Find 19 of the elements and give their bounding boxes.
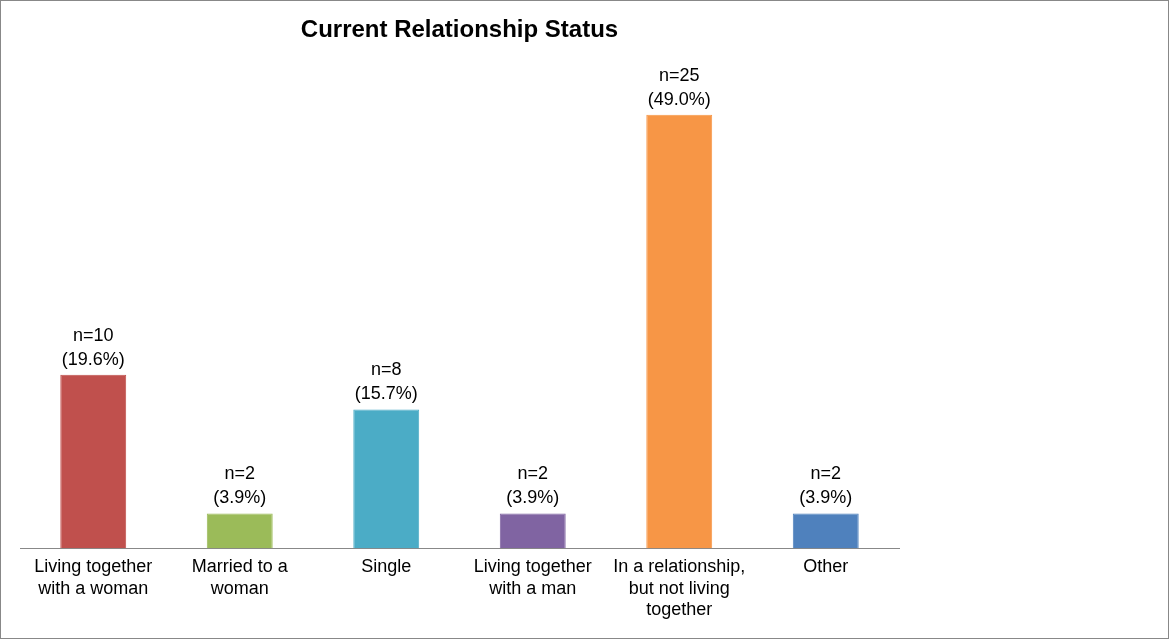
bar [353, 409, 420, 549]
data-label: n=8 (15.7%) [354, 359, 418, 404]
x-tick-label: Other [803, 555, 849, 576]
bar [206, 513, 273, 549]
x-tick-label: Married to a woman [191, 555, 289, 598]
x-tick-label: Living together with a man [473, 555, 592, 598]
bar [60, 374, 127, 549]
x-tick-label: Living together with a woman [34, 555, 153, 598]
x-tick-label: In a relationship, but not living together [613, 555, 746, 620]
x-tick-label: Single [361, 555, 412, 576]
data-label: n=2 (3.9%) [799, 463, 853, 508]
bar [646, 114, 713, 549]
chart-title: Current Relationship Status [300, 15, 619, 43]
bar [499, 513, 566, 549]
data-label: n=10 (19.6%) [61, 324, 125, 369]
data-label: n=2 (3.9%) [213, 463, 267, 508]
bar [792, 513, 859, 549]
data-label: n=25 (49.0%) [647, 64, 711, 109]
data-label: n=2 (3.9%) [506, 463, 560, 508]
